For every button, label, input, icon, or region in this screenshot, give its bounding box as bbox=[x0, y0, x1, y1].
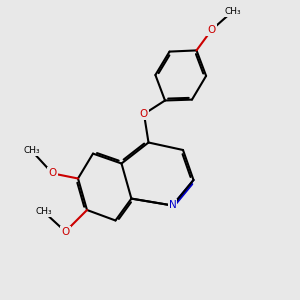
Text: CH₃: CH₃ bbox=[224, 7, 241, 16]
Text: O: O bbox=[48, 168, 57, 178]
Text: N: N bbox=[169, 200, 176, 211]
Text: CH₃: CH₃ bbox=[35, 207, 52, 216]
Text: O: O bbox=[140, 109, 148, 119]
Text: O: O bbox=[61, 226, 70, 237]
Text: O: O bbox=[207, 25, 216, 35]
Text: CH₃: CH₃ bbox=[23, 146, 40, 155]
